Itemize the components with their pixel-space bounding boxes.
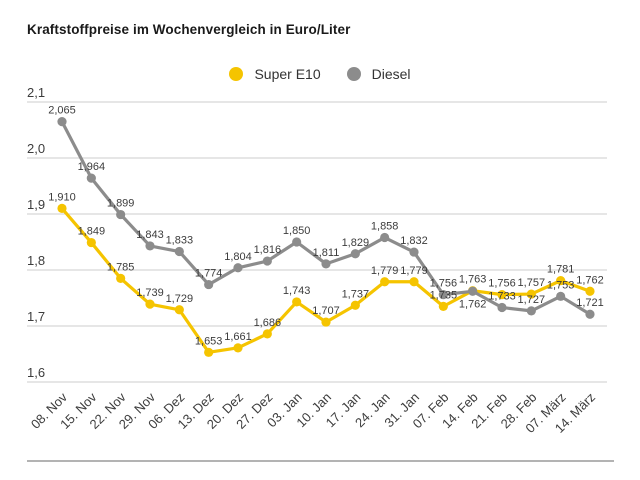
- data-point-super-e10: [585, 286, 595, 296]
- legend-marker-diesel-icon: [346, 67, 361, 81]
- data-point-label-diesel: 1,964: [78, 161, 106, 173]
- data-point-diesel: [116, 209, 126, 220]
- data-point-diesel: [468, 286, 478, 296]
- y-axis-tick-label: 2,0: [27, 141, 45, 156]
- data-point-diesel: [556, 291, 566, 301]
- data-point-label-diesel: 1,811: [313, 247, 340, 259]
- data-point-label-super-e10: 1,707: [312, 305, 340, 317]
- data-point-super-e10: [174, 305, 184, 315]
- data-point-label-super-e10: 1,763: [459, 274, 487, 286]
- data-point-label-diesel: 1,721: [576, 297, 604, 309]
- data-point-label-super-e10: 1,757: [518, 277, 546, 289]
- data-point-label-super-e10: 1,729: [166, 293, 194, 305]
- data-point-diesel: [380, 232, 390, 243]
- data-point-label-diesel: 1,833: [166, 235, 194, 247]
- data-point-label-diesel: 1,804: [224, 251, 252, 263]
- legend-marker-super-e10-icon: [229, 67, 244, 81]
- data-point-label-diesel: 1,753: [547, 279, 575, 291]
- data-point-super-e10: [380, 277, 390, 287]
- data-point-label-diesel: 1,762: [459, 298, 487, 310]
- data-point-label-diesel: 1,858: [371, 221, 399, 233]
- data-point-super-e10: [57, 203, 67, 213]
- data-point-label-super-e10: 1,737: [342, 288, 370, 300]
- data-point-diesel: [204, 279, 214, 290]
- data-point-label-super-e10: 1,735: [430, 289, 458, 301]
- data-point-label-diesel: 1,727: [518, 294, 546, 306]
- data-point-label-super-e10: 1,661: [224, 331, 252, 343]
- data-point-diesel: [350, 249, 360, 259]
- data-point-label-super-e10: 1,781: [547, 264, 575, 276]
- data-point-super-e10: [497, 290, 507, 300]
- data-point-super-e10: [438, 301, 448, 311]
- data-point-label-super-e10: 1,686: [254, 317, 282, 329]
- data-point-diesel: [585, 309, 595, 319]
- y-axis-tick-label: 1,6: [27, 365, 45, 380]
- data-point-label-super-e10: 1,849: [78, 226, 106, 238]
- data-point-super-e10: [145, 299, 155, 309]
- chart-legend: Super E10 Diesel: [0, 66, 640, 82]
- data-point-diesel: [262, 256, 272, 266]
- data-point-label-super-e10: 1,785: [107, 261, 135, 273]
- data-point-label-diesel: 1,774: [195, 268, 223, 280]
- data-point-label-super-e10: 1,756: [488, 278, 516, 290]
- data-point-diesel: [145, 241, 155, 251]
- data-point-super-e10: [204, 347, 214, 357]
- legend-label-super-e10: Super E10: [254, 66, 321, 82]
- data-point-label-super-e10: 1,743: [283, 285, 311, 297]
- data-point-super-e10: [526, 289, 536, 299]
- legend-item-diesel: Diesel: [346, 66, 411, 82]
- data-point-super-e10: [321, 317, 331, 327]
- data-point-diesel: [321, 259, 331, 269]
- data-point-diesel: [409, 247, 419, 257]
- data-point-label-super-e10: 1,779: [400, 265, 428, 277]
- chart-title: Kraftstoffpreise im Wochenvergleich in E…: [27, 22, 351, 37]
- data-point-label-super-e10: 1,910: [48, 191, 76, 203]
- data-point-super-e10: [556, 276, 566, 286]
- data-point-diesel: [526, 306, 536, 316]
- data-point-label-diesel: 1,733: [488, 291, 516, 303]
- data-point-super-e10: [292, 297, 302, 307]
- data-point-label-diesel: 1,832: [400, 235, 428, 247]
- y-axis-tick-label: 1,7: [27, 309, 45, 324]
- data-point-label-super-e10: 1,779: [371, 265, 399, 277]
- data-point-super-e10: [116, 273, 126, 283]
- data-point-label-diesel: 2,065: [48, 105, 76, 117]
- data-point-diesel: [57, 117, 67, 127]
- legend-label-diesel: Diesel: [371, 66, 411, 82]
- data-point-diesel: [86, 173, 96, 183]
- data-point-label-diesel: 1,850: [283, 225, 311, 237]
- y-axis-tick-label: 2,1: [27, 85, 45, 100]
- data-point-diesel: [438, 290, 448, 300]
- data-point-super-e10: [86, 237, 96, 248]
- data-point-super-e10: [350, 300, 360, 310]
- data-point-label-diesel: 1,829: [342, 237, 370, 249]
- data-point-diesel: [233, 263, 243, 273]
- y-axis-tick-label: 1,9: [27, 197, 45, 212]
- data-point-label-super-e10: 1,762: [576, 274, 604, 286]
- data-point-diesel: [292, 237, 302, 247]
- data-point-super-e10: [409, 277, 419, 287]
- data-point-label-diesel: 1,756: [430, 278, 458, 290]
- data-point-label-diesel: 1,899: [107, 198, 135, 210]
- data-point-label-diesel: 1,843: [136, 229, 164, 241]
- legend-item-super-e10: Super E10: [229, 66, 321, 82]
- data-point-label-super-e10: 1,653: [195, 335, 223, 347]
- y-axis-tick-label: 1,8: [27, 253, 45, 268]
- data-point-label-diesel: 1,816: [254, 244, 282, 256]
- data-point-super-e10: [262, 329, 272, 339]
- data-point-diesel: [497, 302, 507, 313]
- data-point-label-super-e10: 1,739: [136, 287, 164, 299]
- data-point-diesel: [174, 246, 184, 257]
- data-point-super-e10: [233, 343, 243, 353]
